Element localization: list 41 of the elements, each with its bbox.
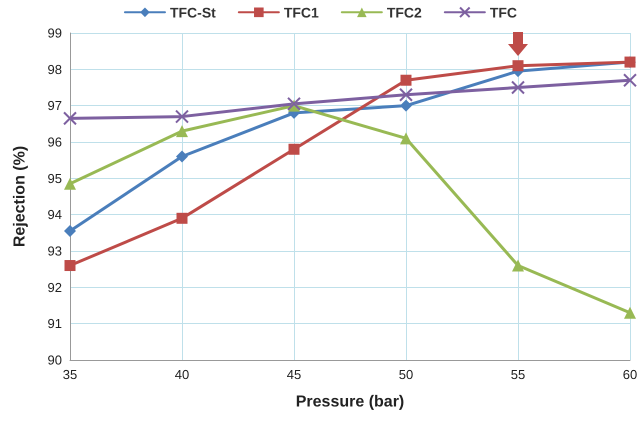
legend-label: TFC [490,4,518,20]
y-tick-label: 98 [48,62,62,77]
x-tick-label: 35 [62,367,78,382]
point [176,212,188,224]
point [399,88,413,102]
point [512,260,524,272]
point [623,73,637,88]
point [400,74,412,86]
y-tick-label: 92 [48,280,62,295]
y-tick-label: 97 [48,98,62,114]
point [63,111,77,126]
point [287,96,301,111]
y-tick-label: 95 [48,170,62,186]
point [400,132,412,144]
x-tick-label: 45 [286,367,302,382]
y-tick-label: 91 [48,316,62,332]
x-tick-label: 50 [398,367,414,382]
x-axis-title: Pressure (bar) [296,394,404,410]
legend-label: TFC1 [284,4,320,20]
point [64,178,76,190]
point [64,260,76,272]
legend-label: TFC-St [170,4,216,20]
point [176,150,188,163]
point [511,80,525,94]
y-tick-label: 96 [48,134,62,150]
point [288,144,300,155]
point [400,100,412,112]
point [64,225,76,238]
y-tick-label: 93 [48,244,62,258]
legend-label: TFC2 [386,4,422,20]
y-axis-title: Rejection (%) [12,146,28,248]
point [175,110,189,124]
x-tick-label: 60 [622,367,638,382]
y-tick-label: 90 [48,352,62,368]
y-tick-label: 94 [48,207,62,222]
y-tick-label: 99 [48,26,62,40]
point [512,60,524,72]
point [624,306,636,319]
x-tick-label: 40 [174,367,190,382]
x-tick-label: 55 [510,367,526,382]
point [176,125,188,138]
